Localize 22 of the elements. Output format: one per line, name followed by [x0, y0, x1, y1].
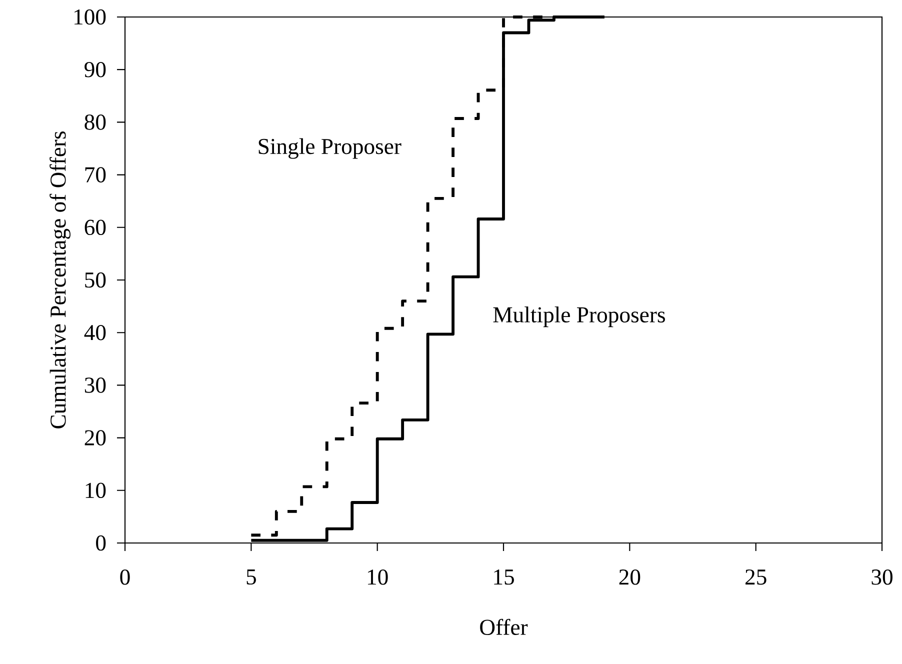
x-tick-label: 0 — [120, 569, 130, 585]
x-tick-label: 30 — [872, 569, 892, 585]
y-axis-title: Cumulative Percentage of Offers — [50, 131, 70, 428]
y-tick-label: 30 — [84, 378, 106, 393]
y-tick-label: 40 — [84, 324, 106, 340]
y-tick-label: 0 — [96, 535, 106, 551]
y-tick-label: 20 — [84, 430, 106, 446]
y-tick-label: 10 — [86, 482, 106, 498]
y-tick-label: 100 — [74, 9, 106, 25]
y-tick-label: 80 — [84, 114, 106, 130]
y-tick-label: 50 — [85, 272, 106, 288]
x-tick-label: 15 — [494, 569, 514, 585]
y-tick-label: 90 — [84, 62, 106, 78]
x-axis-title: Offer — [480, 618, 528, 636]
text: Single Proposer — [258, 138, 402, 159]
series-label: Multiple Proposers — [493, 306, 665, 328]
x-tick-label: 5 — [246, 569, 256, 585]
x-tick-label: 20 — [619, 569, 640, 585]
x-tick-label: 10 — [368, 569, 388, 585]
x-tick-label: 25 — [746, 569, 766, 585]
y-tick-label: 60 — [84, 220, 106, 236]
y-tick-label: 70 — [85, 167, 106, 182]
